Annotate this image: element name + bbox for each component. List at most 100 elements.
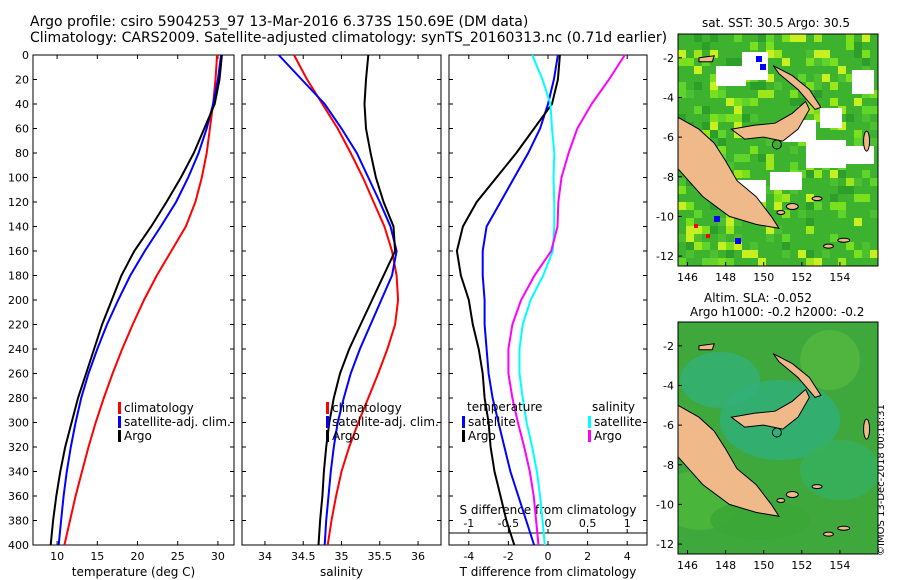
map-y-tick-label: -6 [663, 419, 674, 432]
legend-swatch [118, 402, 121, 414]
sst-cell [854, 98, 862, 106]
sst-cell [710, 122, 718, 130]
sst-cell [686, 234, 694, 242]
sst-cell [822, 250, 830, 258]
map-x-tick-label: 148 [715, 559, 736, 572]
sst-cell [686, 226, 694, 234]
sst-cell [814, 34, 822, 42]
x-tick-label: 35.5 [368, 550, 393, 563]
sst-cell [814, 50, 822, 58]
sst-cell [830, 170, 838, 178]
land-small-island [785, 491, 799, 499]
sst-cell [830, 98, 838, 106]
land-new-britain [730, 388, 810, 430]
sst-cell [854, 130, 862, 138]
sst-cell [830, 58, 838, 66]
sst-cell [758, 34, 766, 42]
sst-cell [846, 242, 854, 250]
sst-cell [806, 250, 814, 258]
map-y-tick-label: -2 [663, 52, 674, 65]
argo-float-marker [771, 427, 782, 438]
sst-cell [686, 250, 694, 258]
sst-cell [694, 50, 702, 58]
series-line-climatology [293, 54, 400, 546]
legend-swatch [326, 402, 329, 414]
map-y-tick-label: -6 [663, 131, 674, 144]
legend-title-temperature: temperature [467, 400, 542, 414]
sst-cell [686, 58, 694, 66]
sst-cell [710, 258, 718, 266]
sst-cell [726, 98, 734, 106]
land-small-island [863, 418, 871, 440]
sst-hot-cell [706, 234, 710, 238]
sst-cell [782, 210, 790, 218]
sst-cell [758, 82, 766, 90]
sst-cell [846, 34, 854, 42]
sst-cell [830, 202, 838, 210]
map-field [678, 34, 878, 266]
sst-cell [862, 58, 870, 66]
sst-cell [846, 186, 854, 194]
sst-cell [814, 82, 822, 90]
sst-cell [814, 106, 822, 114]
sst-cell [726, 250, 734, 258]
sst-cell [774, 226, 782, 234]
sst-cell [702, 122, 710, 130]
sst-warm-cell [760, 64, 766, 70]
y-tick-label: 140 [8, 221, 29, 234]
legend-swatch [462, 430, 465, 442]
sst-cell [718, 258, 726, 266]
sst-cell [750, 146, 758, 154]
legend-swatch [118, 430, 121, 442]
land-new-britain [730, 100, 810, 142]
y-tick-label: 40 [15, 98, 29, 111]
land-small-island [776, 209, 786, 215]
sst-cell [862, 250, 870, 258]
sst-cell [718, 146, 726, 154]
sst-cell [734, 58, 742, 66]
sst-cell [846, 42, 854, 50]
sst-cell [750, 82, 758, 90]
land-small-island [822, 531, 834, 537]
sst-cell [798, 250, 806, 258]
s-axis-tick-label: -1 [463, 517, 474, 530]
map-frame [677, 321, 879, 555]
profile-panel-sal: 34 34.5 35 35.5 36 salinity climatologysatelli… [241, 54, 442, 579]
sla-map-subtitle: Argo h1000: -0.2 h2000: -0.2 [690, 305, 865, 319]
sst-cell [702, 226, 710, 234]
y-tick-label: 320 [8, 441, 29, 454]
sst-cell [702, 258, 710, 266]
sst-cell [774, 82, 782, 90]
sst-cell [830, 178, 838, 186]
sst-cell [766, 34, 774, 42]
sst-cell [822, 58, 830, 66]
sst-cell [694, 82, 702, 90]
legend-swatch [588, 430, 591, 442]
y-tick-label: 340 [8, 466, 29, 479]
legend-swatch [326, 416, 329, 428]
sst-cell [702, 130, 710, 138]
sst-cell [862, 170, 870, 178]
map-x-tick-label: 146 [677, 271, 698, 284]
legend-label: satellite [594, 415, 642, 429]
y-tick-label: 100 [8, 172, 29, 185]
map-panel-sst: 146 148 150 152 154 -2 -4 -6 -8 -10 -12 [656, 33, 879, 284]
land-small-island [863, 130, 871, 152]
sst-cell [750, 114, 758, 122]
legend-label: climatology [332, 401, 402, 415]
land-manus [698, 55, 715, 63]
sst-cell [734, 242, 742, 250]
sst-cell [734, 218, 742, 226]
legend-swatch [118, 416, 121, 428]
sst-cell [798, 98, 806, 106]
y-tick-label: 160 [8, 245, 29, 258]
x-tick-label: 35 [335, 550, 349, 563]
land-small-island [811, 484, 823, 490]
y-tick-label: 0 [22, 49, 29, 62]
sst-cell [742, 170, 750, 178]
sst-cell [758, 90, 766, 98]
sst-cell [694, 226, 702, 234]
y-tick-label: 120 [8, 196, 29, 209]
sst-cell [822, 50, 830, 58]
sst-cell [734, 170, 742, 178]
